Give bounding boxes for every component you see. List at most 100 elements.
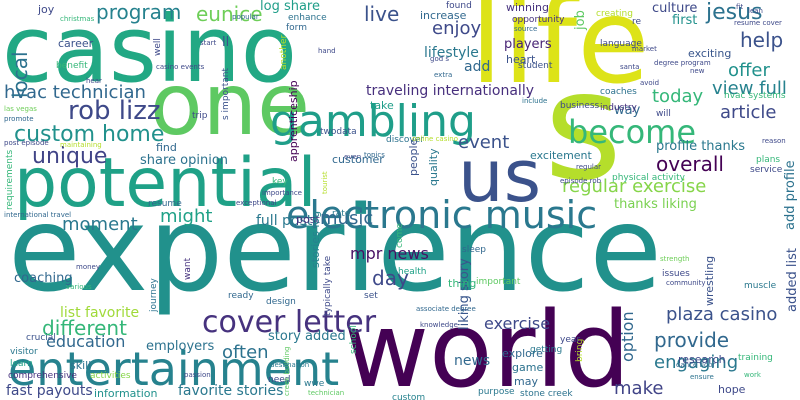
word-casino-events: casino events — [156, 63, 205, 71]
word-technician: technician — [308, 389, 345, 397]
word-physical-activity: physical activity — [612, 173, 685, 183]
word-promote: promote — [4, 115, 34, 123]
word-importance: importance — [262, 189, 302, 197]
word-offer: offer — [728, 60, 770, 81]
word-game: game — [512, 361, 544, 374]
word-god-s: god s — [430, 55, 450, 63]
word-education: education — [46, 332, 126, 351]
word-fast-payouts: fast payouts — [6, 383, 93, 399]
word-jesus: jesus — [706, 0, 763, 25]
word-quality: quality — [427, 148, 440, 186]
word-muscle: muscle — [744, 281, 777, 291]
word-traveling-internationally: traveling internationally — [366, 83, 534, 99]
word-day: day — [372, 266, 409, 290]
word-electronic-music: electronic music — [286, 193, 598, 237]
word-destination: destination — [270, 361, 310, 369]
word-maintaining: maintaining — [60, 141, 102, 149]
word-popular: popular — [232, 13, 259, 21]
word-hand: hand — [318, 47, 336, 55]
word-journey: journey — [149, 278, 159, 312]
word-fit: fit — [736, 3, 744, 11]
word-new: new — [690, 67, 705, 75]
word-avoid: avoid — [640, 79, 660, 87]
word-way: way — [614, 103, 641, 118]
word-exercise: exercise — [484, 314, 551, 333]
word-las-vegas: las vegas — [4, 105, 37, 113]
word-custom: custom — [392, 393, 426, 400]
word-opportunity: opportunity — [512, 15, 565, 25]
word-winning: winning — [506, 1, 550, 14]
word-coaching: coaching — [14, 271, 73, 286]
word-s-important: s important — [221, 67, 231, 120]
word-coaches: coaches — [600, 87, 637, 97]
word-event: event — [458, 132, 510, 153]
word-employers: employers — [146, 339, 215, 354]
word-liking-story: liking story — [457, 258, 472, 330]
word-design: design — [266, 297, 296, 307]
word-service: service — [750, 165, 783, 175]
word-view-full: view full — [712, 78, 787, 99]
word-santa: santa — [620, 63, 640, 71]
word-want: want — [183, 257, 193, 280]
word-requirements: requirements — [5, 149, 15, 210]
word-stone-creek: stone creek — [520, 389, 573, 399]
word-post-episode: post episode — [4, 139, 49, 147]
word-apprenticeship: apprenticeship — [287, 80, 300, 162]
word-sleep: sleep — [462, 245, 486, 255]
word-twodata: twodata — [320, 127, 357, 137]
word-story-added: story added — [268, 329, 346, 344]
word-comprehensive: comprehensive — [8, 371, 77, 381]
word-source: source — [514, 25, 538, 33]
word-favorite-stories: favorite stories — [178, 383, 284, 399]
word-unique: unique — [32, 144, 108, 169]
word-business: business — [560, 101, 600, 111]
word-customer: customer — [332, 153, 384, 166]
word-gambling: gambling — [270, 96, 476, 147]
word-student: student — [518, 61, 553, 71]
word-one: one — [150, 55, 311, 155]
word-learn: learn — [10, 359, 33, 369]
word-school: school — [349, 325, 359, 354]
word-include: include — [522, 97, 548, 105]
word-explore: explore — [502, 347, 543, 360]
word-life: life — [470, 0, 650, 110]
word-custom-home: custom home — [14, 122, 165, 147]
word-hope: hope — [718, 383, 746, 396]
word-local: local — [8, 51, 32, 98]
word-world: world — [344, 289, 631, 400]
word-program: program — [96, 0, 182, 24]
word-add: add — [464, 59, 491, 75]
word-enjoy: enjoy — [432, 18, 482, 39]
word-culture: culture — [652, 1, 698, 16]
word-hear: hear — [86, 77, 102, 85]
word-live: live — [364, 2, 400, 26]
word-wrestling: wrestling — [703, 255, 716, 306]
word-health: health — [398, 267, 427, 277]
word-community: community — [666, 279, 706, 287]
word-often: often — [222, 342, 269, 363]
word-even: even — [344, 153, 362, 161]
word-overall: overall — [656, 152, 724, 176]
word-cover-letter: cover letter — [202, 305, 377, 340]
word-first: first — [672, 13, 698, 28]
word-exceptional: exceptional — [236, 199, 277, 207]
word-dance-floor: dance floor — [676, 361, 716, 369]
word-rob-lizz: rob lizz — [68, 96, 161, 126]
word-getting: getting — [530, 345, 563, 355]
word-trip: trip — [192, 111, 208, 121]
word-christmas: christmas — [60, 15, 95, 23]
word-year: year — [560, 335, 581, 345]
word-form: form — [286, 23, 307, 33]
word-might: might — [160, 206, 213, 227]
word-full-post: full post — [256, 213, 313, 229]
word-ready: ready — [228, 291, 254, 301]
word-potential: potential — [14, 144, 317, 223]
word-players: players — [504, 37, 552, 52]
word-add-profile: add profile — [783, 160, 798, 230]
word-entertainment: entertainment — [8, 342, 340, 396]
word-important: important — [476, 277, 521, 287]
word-log-share: log share — [260, 0, 320, 14]
word-engaging: engaging — [654, 352, 739, 373]
word-topics: topics — [364, 151, 385, 159]
word-hvac-technician: hvac technician — [4, 82, 146, 103]
